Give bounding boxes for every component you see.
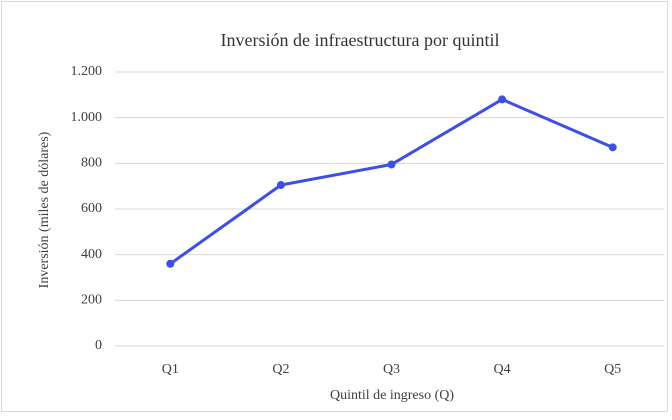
data-point xyxy=(276,181,285,190)
y-tick-label: 200 xyxy=(81,293,102,308)
y-tick-label: 400 xyxy=(81,247,102,262)
chart-title: Inversión de infraestructura por quintil xyxy=(221,30,500,50)
data-point xyxy=(498,95,507,104)
y-tick-label: 600 xyxy=(81,201,102,216)
data-point xyxy=(166,259,175,268)
x-tick-label: Q4 xyxy=(494,362,511,377)
x-tick-label: Q2 xyxy=(272,362,289,377)
y-tick-label: 800 xyxy=(81,156,102,171)
x-tick-label: Q5 xyxy=(604,362,621,377)
x-tick-label: Q3 xyxy=(383,362,400,377)
y-tick-label: 1.200 xyxy=(71,64,103,79)
x-tick-label: Q1 xyxy=(162,362,179,377)
x-axis-label: Quintil de ingreso (Q) xyxy=(330,388,454,403)
y-tick-label: 1.000 xyxy=(71,110,103,125)
data-point xyxy=(387,160,396,169)
data-point xyxy=(608,143,617,152)
y-tick-label: 0 xyxy=(95,338,102,353)
y-axis-label: Inversión (miles de dólares) xyxy=(37,131,52,288)
chart-border xyxy=(1,1,668,412)
